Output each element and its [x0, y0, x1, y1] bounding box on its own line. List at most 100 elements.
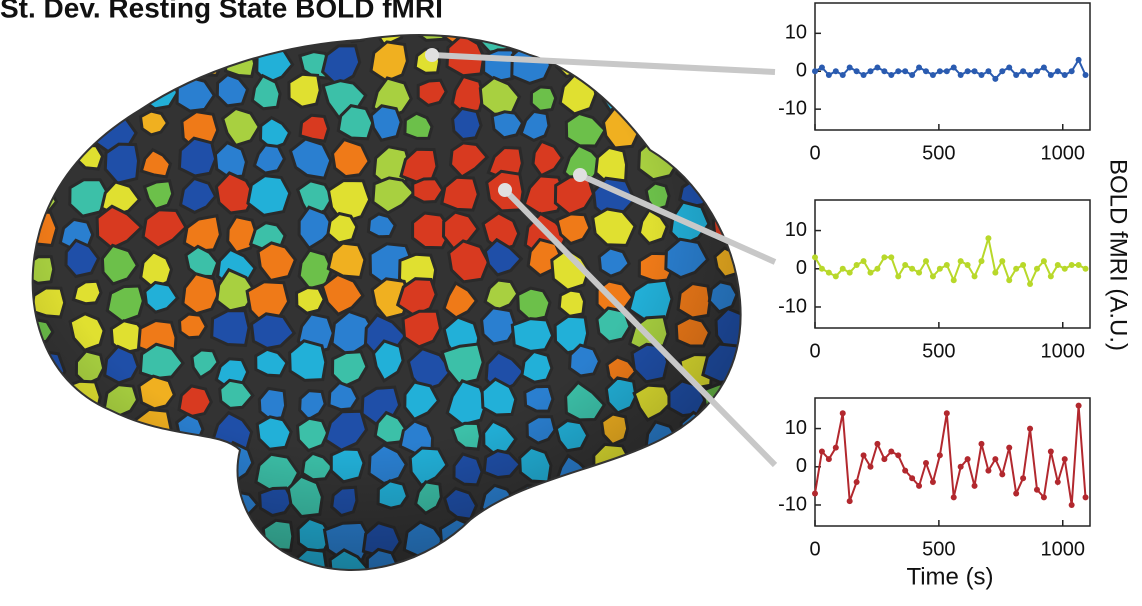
data-point — [888, 448, 894, 454]
data-point — [916, 270, 922, 276]
y-tick-label: 0 — [796, 455, 807, 477]
data-point — [992, 76, 998, 82]
data-point — [867, 68, 873, 74]
data-point — [881, 68, 887, 74]
data-point — [909, 266, 915, 272]
data-point — [840, 410, 846, 416]
data-point — [923, 68, 929, 74]
data-point — [1076, 262, 1082, 268]
data-point — [972, 483, 978, 489]
y-tick-label: 10 — [785, 22, 807, 44]
data-point — [909, 72, 915, 78]
data-point — [930, 72, 936, 78]
data-point — [812, 491, 818, 497]
data-point — [1083, 72, 1089, 78]
data-point — [874, 266, 880, 272]
data-point — [902, 262, 908, 268]
data-point — [895, 273, 901, 279]
data-point — [1034, 266, 1040, 272]
x-tick-label: 500 — [922, 340, 955, 362]
y-tick-label: 10 — [785, 417, 807, 439]
y-tick-label: 0 — [796, 60, 807, 82]
data-point — [1027, 72, 1033, 78]
x-tick-label: 1000 — [1040, 340, 1085, 362]
data-point — [958, 72, 964, 78]
data-point — [958, 464, 964, 470]
y-tick-label: -10 — [778, 493, 807, 515]
data-point — [867, 464, 873, 470]
data-point — [847, 64, 853, 70]
connector-dot — [573, 168, 587, 182]
x-tick-label: 0 — [809, 340, 820, 362]
data-point — [951, 494, 957, 500]
data-point — [895, 68, 901, 74]
data-point — [847, 270, 853, 276]
data-point — [826, 456, 832, 462]
data-point — [944, 68, 950, 74]
x-tick-label: 0 — [809, 142, 820, 164]
data-point — [1027, 281, 1033, 287]
y-tick-label: 0 — [796, 257, 807, 279]
data-point — [1062, 266, 1068, 272]
data-point — [944, 410, 950, 416]
data-point — [916, 483, 922, 489]
data-point — [999, 258, 1005, 264]
x-tick-label: 500 — [922, 538, 955, 560]
data-point — [909, 475, 915, 481]
figure-title: St. Dev. Resting State BOLD fMRI — [0, 0, 443, 23]
data-point — [1041, 494, 1047, 500]
data-point — [840, 266, 846, 272]
data-point — [923, 460, 929, 466]
data-point — [965, 262, 971, 268]
data-point — [895, 452, 901, 458]
data-point — [1041, 64, 1047, 70]
data-point — [1048, 448, 1054, 454]
data-point — [930, 273, 936, 279]
data-point — [992, 456, 998, 462]
data-point — [923, 258, 929, 264]
data-point — [916, 64, 922, 70]
data-point — [861, 452, 867, 458]
data-point — [985, 235, 991, 241]
data-point — [985, 468, 991, 474]
data-point — [965, 456, 971, 462]
x-tick-label: 1000 — [1040, 538, 1085, 560]
data-point — [902, 68, 908, 74]
data-point — [937, 266, 943, 272]
data-point — [999, 471, 1005, 477]
data-point — [972, 68, 978, 74]
data-point — [1006, 445, 1012, 451]
figure: St. Dev. Resting State BOLD fMRI BOLD fM… — [0, 0, 1142, 601]
x-axis-label: Time (s) — [906, 563, 993, 590]
data-point — [978, 72, 984, 78]
data-point — [1062, 456, 1068, 462]
data-point — [1083, 494, 1089, 500]
data-point — [847, 498, 853, 504]
data-point — [978, 258, 984, 264]
data-point — [888, 72, 894, 78]
data-point — [1069, 68, 1075, 74]
data-point — [854, 479, 860, 485]
data-point — [972, 273, 978, 279]
y-axis-label: BOLD fMRI (A.U.) — [1105, 159, 1132, 351]
data-point — [958, 258, 964, 264]
data-point — [854, 262, 860, 268]
data-point — [833, 445, 839, 451]
data-point — [1069, 262, 1075, 268]
data-point — [1048, 72, 1054, 78]
data-point — [1020, 262, 1026, 268]
data-point — [881, 456, 887, 462]
data-point — [1062, 72, 1068, 78]
data-point — [1048, 273, 1054, 279]
data-point — [937, 68, 943, 74]
y-tick-label: 10 — [785, 219, 807, 241]
connector-dot — [425, 48, 439, 62]
data-point — [861, 258, 867, 264]
data-point — [874, 64, 880, 70]
data-point — [978, 441, 984, 447]
data-point — [1069, 502, 1075, 508]
data-point — [965, 68, 971, 74]
data-point — [867, 270, 873, 276]
data-point — [1020, 68, 1026, 74]
data-point — [902, 468, 908, 474]
